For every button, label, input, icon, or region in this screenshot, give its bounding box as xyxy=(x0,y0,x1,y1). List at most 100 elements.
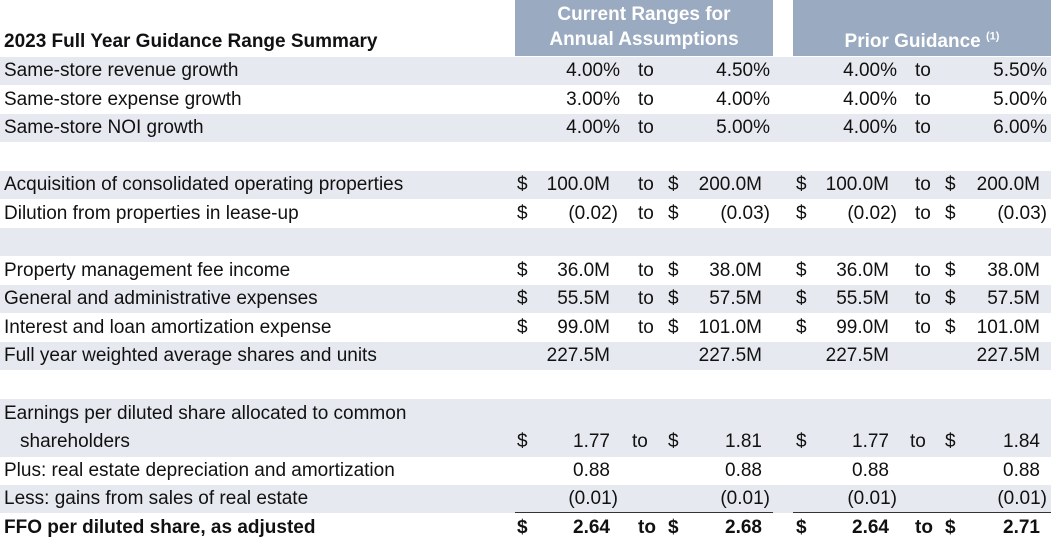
current-high: 0.88 xyxy=(725,460,762,481)
prior-currency-low: $ xyxy=(796,174,807,195)
current-high: (0.01) xyxy=(720,488,770,509)
row-label: Same-store NOI growth xyxy=(4,117,204,138)
header-prior-footnote: (1) xyxy=(986,30,1000,43)
prior-high: 0.88 xyxy=(1003,460,1040,481)
current-to: to xyxy=(638,317,654,338)
table-row: Full year weighted average shares and un… xyxy=(0,342,1051,370)
current-low: 2.64 xyxy=(573,517,610,538)
table-row: Less: gains from sales of real estate (0… xyxy=(0,485,1051,513)
current-currency-low: $ xyxy=(517,431,528,452)
prior-low: 55.5M xyxy=(836,288,889,309)
row-label: Full year weighted average shares and un… xyxy=(4,345,377,366)
current-currency-low: $ xyxy=(517,317,528,338)
current-high: 38.0M xyxy=(709,260,762,281)
prior-low: 100.0M xyxy=(825,174,889,195)
prior-high: 6.00% xyxy=(993,117,1047,138)
current-currency-low: $ xyxy=(517,174,528,195)
row-label: Less: gains from sales of real estate xyxy=(4,488,309,509)
current-to: to xyxy=(638,89,654,110)
spacer-row xyxy=(0,371,1051,399)
current-currency-low: $ xyxy=(517,288,528,309)
header-prior-label: Prior Guidance xyxy=(844,31,981,52)
current-currency-high: $ xyxy=(668,174,679,195)
row-label-line2: shareholders xyxy=(20,431,130,452)
current-currency-low: $ xyxy=(517,203,528,224)
current-to: to xyxy=(638,117,654,138)
current-low: 100.0M xyxy=(546,174,610,195)
prior-low: 227.5M xyxy=(825,345,889,366)
row-label: FFO per diluted share, as adjusted xyxy=(4,517,316,538)
prior-low: 2.64 xyxy=(852,517,889,538)
current-low: 36.0M xyxy=(557,260,610,281)
current-to: to xyxy=(638,288,654,309)
current-low: 4.00% xyxy=(566,60,620,81)
prior-low: 4.00% xyxy=(843,89,897,110)
prior-to: to xyxy=(915,174,931,195)
total-underline-current xyxy=(515,512,773,513)
header-prior-guidance: Prior Guidance (1) xyxy=(793,0,1051,56)
prior-high: 200.0M xyxy=(976,174,1040,195)
current-high: 200.0M xyxy=(698,174,762,195)
row-label: Acquisition of consolidated operating pr… xyxy=(4,174,404,195)
table-row: General and administrative expenses $ 55… xyxy=(0,285,1051,313)
table-row: Plus: real estate depreciation and amort… xyxy=(0,457,1051,485)
current-low: 0.88 xyxy=(573,460,610,481)
prior-high: 38.0M xyxy=(987,260,1040,281)
prior-low: 4.00% xyxy=(843,60,897,81)
prior-high: 2.71 xyxy=(1003,517,1040,538)
current-currency-high: $ xyxy=(668,260,679,281)
current-currency-low: $ xyxy=(517,517,528,538)
current-high: 4.50% xyxy=(716,60,770,81)
header-current-line2: Annual Assumptions xyxy=(549,29,739,50)
spacer-row xyxy=(0,228,1051,256)
row-label: Dilution from properties in lease-up xyxy=(4,203,299,224)
table-row: Dilution from properties in lease-up $ (… xyxy=(0,200,1051,228)
prior-to: to xyxy=(915,89,931,110)
current-currency-high: $ xyxy=(668,431,679,452)
table-row: Acquisition of consolidated operating pr… xyxy=(0,171,1051,199)
prior-high: 5.50% xyxy=(993,60,1047,81)
table-title: 2023 Full Year Guidance Range Summary xyxy=(4,31,378,52)
header-current-ranges: Current Ranges for Annual Assumptions xyxy=(515,0,773,56)
prior-to: to xyxy=(915,260,931,281)
current-currency-high: $ xyxy=(668,517,679,538)
prior-high: (0.01) xyxy=(997,488,1047,509)
prior-to: to xyxy=(910,431,926,452)
current-to: to xyxy=(638,260,654,281)
spacer-row xyxy=(0,143,1051,171)
table-row: Earnings per diluted share allocated to … xyxy=(0,399,1051,457)
prior-low: 99.0M xyxy=(836,317,889,338)
current-low: (0.02) xyxy=(568,203,618,224)
prior-high: 227.5M xyxy=(976,345,1040,366)
table-row: Property management fee income $ 36.0M t… xyxy=(0,257,1051,285)
current-low: 227.5M xyxy=(546,345,610,366)
prior-high: (0.03) xyxy=(997,203,1047,224)
current-high: 227.5M xyxy=(698,345,762,366)
prior-to: to xyxy=(915,288,931,309)
prior-currency-low: $ xyxy=(796,317,807,338)
table-row: Interest and loan amortization expense $… xyxy=(0,314,1051,342)
prior-high: 101.0M xyxy=(976,317,1040,338)
current-low: 3.00% xyxy=(566,89,620,110)
row-label: Property management fee income xyxy=(4,260,291,281)
row-label: Plus: real estate depreciation and amort… xyxy=(4,460,395,481)
current-high: 2.68 xyxy=(725,517,762,538)
current-currency-low: $ xyxy=(517,260,528,281)
row-label: Same-store revenue growth xyxy=(4,60,239,81)
current-low: 99.0M xyxy=(557,317,610,338)
prior-currency-low: $ xyxy=(796,288,807,309)
prior-low: 0.88 xyxy=(852,460,889,481)
prior-currency-high: $ xyxy=(945,317,956,338)
table-row: Same-store NOI growth 4.00% to 5.00% 4.0… xyxy=(0,114,1051,142)
total-underline-prior xyxy=(793,512,1051,513)
row-label: General and administrative expenses xyxy=(4,288,318,309)
prior-high: 1.84 xyxy=(1003,431,1040,452)
prior-to: to xyxy=(915,117,931,138)
prior-currency-low: $ xyxy=(796,431,807,452)
prior-currency-low: $ xyxy=(796,260,807,281)
prior-currency-high: $ xyxy=(945,517,956,538)
current-to: to xyxy=(638,203,654,224)
current-high: 57.5M xyxy=(709,288,762,309)
prior-low: 1.77 xyxy=(852,431,889,452)
prior-low: (0.01) xyxy=(847,488,897,509)
